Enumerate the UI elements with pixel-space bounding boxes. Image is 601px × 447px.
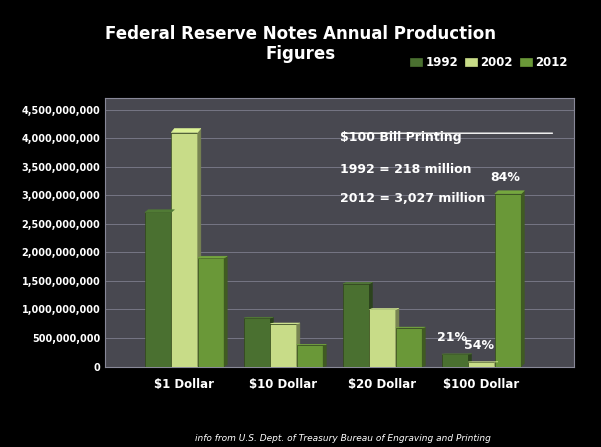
Polygon shape — [198, 256, 227, 258]
Polygon shape — [521, 191, 525, 367]
Polygon shape — [395, 308, 399, 367]
Polygon shape — [495, 191, 525, 194]
Text: info from U.S. Dept. of Treasury Bureau of Engraving and Printing: info from U.S. Dept. of Treasury Bureau … — [195, 434, 490, 443]
Polygon shape — [395, 327, 426, 328]
Text: $100 Dollar: $100 Dollar — [444, 378, 520, 391]
Text: $20 Dollar: $20 Dollar — [349, 378, 416, 391]
Polygon shape — [468, 354, 472, 367]
Polygon shape — [369, 308, 399, 309]
Bar — [244, 318, 270, 367]
Polygon shape — [270, 323, 300, 324]
Text: $10 Dollar: $10 Dollar — [249, 378, 317, 391]
Text: Federal Reserve Notes Annual Production
Figures: Federal Reserve Notes Annual Production … — [105, 25, 496, 63]
Polygon shape — [145, 210, 174, 212]
Legend: 1992, 2002, 2012: 1992, 2002, 2012 — [410, 56, 568, 69]
Polygon shape — [297, 323, 300, 367]
Bar — [171, 133, 198, 367]
Text: $1 Dollar: $1 Dollar — [154, 378, 215, 391]
Bar — [495, 194, 521, 367]
Polygon shape — [270, 317, 273, 367]
Text: 54%: 54% — [464, 339, 494, 352]
Bar — [395, 328, 422, 367]
Bar — [343, 284, 369, 367]
Text: 84%: 84% — [490, 171, 520, 184]
Text: $100 Bill Printing: $100 Bill Printing — [340, 131, 461, 143]
Polygon shape — [323, 345, 326, 367]
Bar — [297, 345, 323, 367]
Polygon shape — [369, 283, 373, 367]
Polygon shape — [495, 362, 498, 367]
Text: 21%: 21% — [438, 331, 468, 344]
Polygon shape — [198, 128, 201, 367]
Text: 1992 = 218 million: 1992 = 218 million — [340, 163, 471, 176]
Bar — [198, 258, 224, 367]
Bar — [369, 309, 395, 367]
Polygon shape — [224, 256, 227, 367]
Bar — [145, 212, 171, 367]
Polygon shape — [343, 283, 373, 284]
Text: 2012 = 3,027 million: 2012 = 3,027 million — [340, 192, 485, 205]
Polygon shape — [244, 317, 273, 318]
Bar — [468, 362, 495, 367]
Polygon shape — [171, 210, 174, 367]
Polygon shape — [422, 327, 426, 367]
Bar — [442, 354, 468, 367]
Bar — [270, 324, 297, 367]
Polygon shape — [171, 128, 201, 133]
